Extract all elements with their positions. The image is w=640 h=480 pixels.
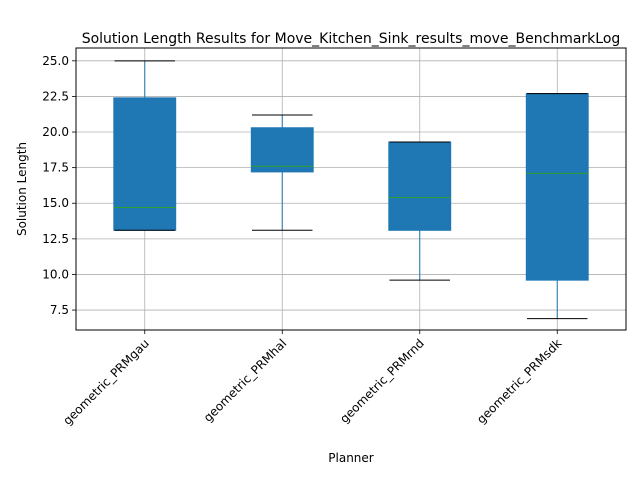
- boxplots: [113, 60, 589, 320]
- y-tick-label: 10.0: [42, 267, 69, 281]
- chart-title: Solution Length Results for Move_Kitchen…: [82, 31, 621, 47]
- box: [250, 127, 314, 173]
- y-axis-label: Solution Length: [15, 142, 29, 236]
- plot-frame: [75, 47, 627, 331]
- box: [525, 93, 589, 281]
- y-axis: 7.5 10.0 12.5 15.0 17.5 20.0 22.5 25.0: [42, 54, 76, 317]
- box-group: [113, 60, 177, 231]
- box-group: [250, 114, 314, 231]
- y-tick-label: 22.5: [42, 89, 69, 103]
- box-group: [525, 93, 589, 320]
- box: [388, 141, 452, 231]
- y-tick-label: 25.0: [42, 54, 69, 68]
- y-tick-label: 20.0: [42, 125, 69, 139]
- box: [113, 97, 177, 231]
- box-group: [388, 141, 452, 281]
- y-tick-label: 17.5: [42, 161, 69, 175]
- y-tick-label: 7.5: [50, 303, 69, 317]
- y-tick-label: 12.5: [42, 232, 69, 246]
- y-tick-label: 15.0: [42, 196, 69, 210]
- x-axis-label: Planner: [328, 451, 374, 465]
